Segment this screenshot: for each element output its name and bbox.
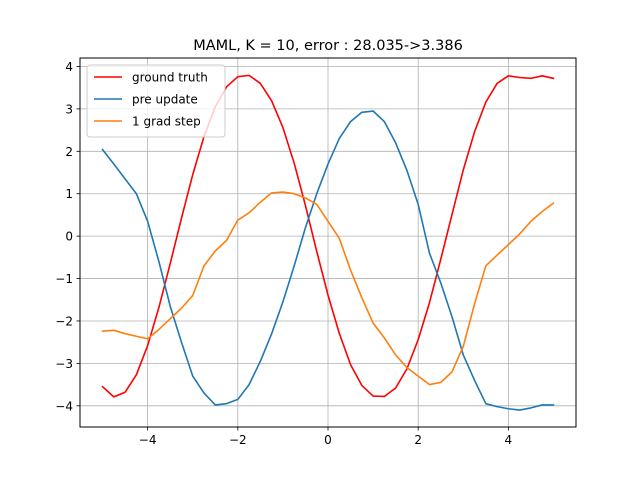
y-tick-label: −3	[55, 357, 73, 371]
x-tick-label: 2	[414, 433, 422, 447]
y-tick-label: 3	[65, 102, 73, 116]
chart-title: MAML, K = 10, error : 28.035->3.386	[193, 38, 463, 54]
legend: ground truth pre update 1 grad step	[86, 64, 226, 138]
y-axis: −4 −3 −2 −1 0 1 2 3 4	[55, 60, 80, 413]
series-line-1-grad-step	[101, 191, 555, 386]
series-line-pre-update	[101, 110, 555, 411]
legend-label-ground-truth: ground truth	[132, 71, 208, 85]
y-tick-label: 2	[65, 145, 73, 159]
x-tick-label: −2	[229, 433, 247, 447]
y-tick-label: −1	[55, 272, 73, 286]
y-tick-label: −4	[55, 399, 73, 413]
legend-label-1-grad-step: 1 grad step	[132, 115, 201, 129]
x-axis: −4 −2 0 2 4	[139, 427, 512, 447]
y-tick-label: 4	[65, 60, 73, 74]
series-lines	[101, 74, 555, 411]
legend-label-pre-update: pre update	[132, 93, 198, 107]
y-tick-label: 0	[65, 230, 73, 244]
x-tick-label: 4	[505, 433, 513, 447]
y-tick-label: −2	[55, 314, 73, 328]
legend-box	[86, 64, 226, 138]
x-tick-label: −4	[139, 433, 157, 447]
y-tick-label: 1	[65, 187, 73, 201]
x-tick-label: 0	[324, 433, 332, 447]
series-line-ground-truth	[101, 74, 555, 398]
